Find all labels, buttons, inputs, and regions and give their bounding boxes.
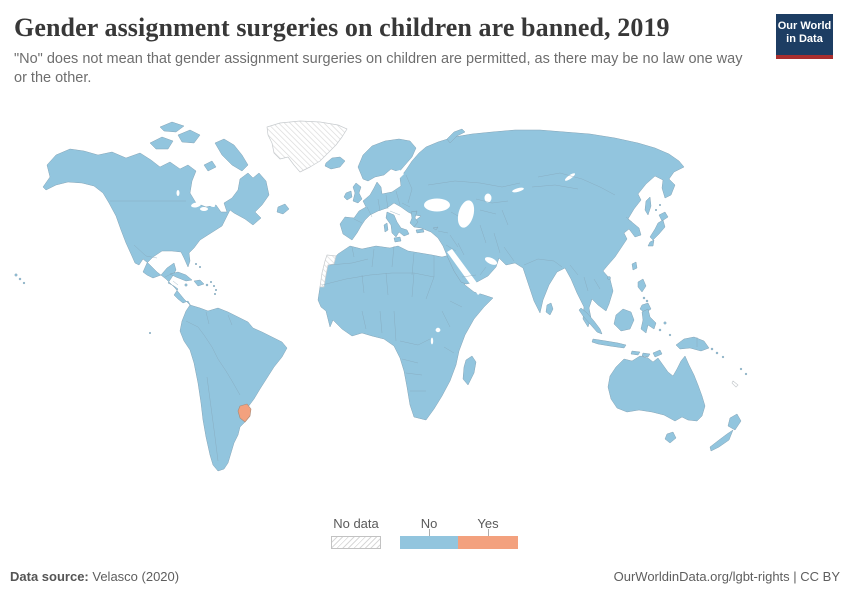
country-cuba[interactable] <box>169 271 193 282</box>
islands-lesser-antilles[interactable] <box>213 292 217 296</box>
island-tasmania[interactable] <box>664 431 677 444</box>
islands-hawaii[interactable] <box>22 281 26 285</box>
data-source-note: Data source: Velasco (2020) <box>10 569 179 584</box>
islands-solomon[interactable] <box>715 351 719 355</box>
islands-moluccas[interactable] <box>663 321 667 325</box>
country-iceland[interactable] <box>324 156 346 170</box>
black-sea <box>424 198 450 212</box>
country-borders <box>110 172 698 462</box>
owid-logo[interactable]: Our World in Data <box>776 14 833 59</box>
islands-bahamas[interactable] <box>198 265 202 269</box>
islands-novaya-zemlya[interactable] <box>446 128 466 144</box>
country-philippines[interactable] <box>637 278 652 314</box>
country-jamaica[interactable] <box>184 283 188 287</box>
islands-hawaii[interactable] <box>18 277 22 281</box>
legend-label-yes[interactable]: Yes <box>477 516 499 531</box>
world-map[interactable] <box>10 115 790 505</box>
lake-baikal <box>564 173 576 181</box>
country-greenland[interactable] <box>266 120 348 173</box>
country-japan[interactable] <box>647 211 669 247</box>
red-sea <box>447 249 483 295</box>
island-java[interactable] <box>591 338 627 349</box>
island-crete[interactable] <box>415 228 425 234</box>
islands-solomon[interactable] <box>710 347 714 351</box>
caspian-sea <box>457 200 475 228</box>
lake-ontario-erie <box>208 203 216 207</box>
islands-moluccas[interactable] <box>658 328 662 332</box>
islands-hawaii[interactable] <box>14 273 18 277</box>
legend-swatch-yes[interactable] <box>458 536 518 549</box>
island-sardinia[interactable] <box>383 222 389 233</box>
region-eurasia[interactable] <box>339 129 685 328</box>
island-new-guinea[interactable] <box>675 336 710 352</box>
country-philippines[interactable] <box>642 296 646 300</box>
island-hispaniola[interactable] <box>193 279 205 287</box>
data-source-value: Velasco (2020) <box>92 569 180 584</box>
country-australia[interactable] <box>607 355 706 422</box>
islands-lesser-sunda[interactable] <box>630 349 663 358</box>
country-greece[interactable] <box>409 210 419 228</box>
country-new-zealand[interactable] <box>709 413 742 452</box>
legend-tick <box>488 529 489 536</box>
island-taiwan[interactable] <box>631 261 638 271</box>
lake-balkhash <box>512 187 524 193</box>
lake-winnipeg <box>176 190 180 196</box>
island-puerto-rico[interactable] <box>205 283 209 287</box>
data-source-label: Data source: <box>10 569 89 584</box>
lake-victoria <box>435 327 441 333</box>
country-madagascar[interactable] <box>462 355 477 386</box>
region-south-america[interactable] <box>179 304 288 472</box>
country-united-kingdom[interactable] <box>352 182 363 204</box>
region-arctic-islands[interactable] <box>149 121 249 172</box>
region-north-america[interactable] <box>42 148 270 307</box>
islands-kuril[interactable] <box>654 208 658 212</box>
islands-kuril[interactable] <box>658 203 662 207</box>
island-sulawesi[interactable] <box>640 308 657 334</box>
country-philippines[interactable] <box>645 299 649 303</box>
island-newfoundland[interactable] <box>276 203 290 215</box>
chart-subtitle: "No" does not mean that gender assignmen… <box>14 51 743 86</box>
country-ireland[interactable] <box>343 190 353 201</box>
region-africa[interactable] <box>317 245 494 421</box>
legend-label-no[interactable]: No <box>420 516 438 531</box>
legend-swatch-no[interactable] <box>400 536 458 549</box>
owid-logo-line2: in Data <box>786 33 823 45</box>
island-cyprus[interactable] <box>432 226 439 231</box>
island-sakhalin[interactable] <box>644 196 652 216</box>
islands-vanuatu[interactable] <box>744 372 748 376</box>
islands-galapagos[interactable] <box>148 331 152 335</box>
owid-license-link[interactable]: OurWorldinData.org/lgbt-rights | CC BY <box>613 569 840 584</box>
persian-gulf <box>484 257 498 265</box>
page-title: Gender assignment surgeries on children … <box>14 13 670 42</box>
baltic-sea <box>381 170 404 188</box>
aral-sea <box>484 193 492 203</box>
lake-tanganyika <box>430 337 434 345</box>
island-new-caledonia[interactable] <box>731 380 739 388</box>
islands-lesser-antilles[interactable] <box>214 288 218 292</box>
island-sicily[interactable] <box>393 236 402 243</box>
island-sumatra[interactable] <box>578 307 603 335</box>
region-scandinavia[interactable] <box>357 138 417 182</box>
lake-michigan-huron <box>200 207 208 211</box>
islands-lesser-antilles[interactable] <box>212 284 216 288</box>
islands-fiji[interactable] <box>739 367 743 371</box>
island-hainan[interactable] <box>607 276 611 280</box>
owid-logo-line1: Our World <box>777 20 832 32</box>
island-borneo[interactable] <box>613 308 635 332</box>
islands-moluccas[interactable] <box>668 333 672 337</box>
lake-superior <box>191 202 201 208</box>
legend-tick <box>429 529 430 536</box>
islands-bahamas[interactable] <box>194 262 198 266</box>
region-western-sahara[interactable] <box>319 254 337 288</box>
islands-solomon[interactable] <box>721 355 725 359</box>
country-uruguay[interactable] <box>237 403 252 423</box>
legend-swatch-no-data[interactable] <box>331 536 381 549</box>
country-italy[interactable] <box>385 211 410 238</box>
islands-lesser-antilles[interactable] <box>209 280 213 284</box>
legend-label-no-data[interactable]: No data <box>333 516 379 531</box>
country-sri-lanka[interactable] <box>545 302 554 316</box>
